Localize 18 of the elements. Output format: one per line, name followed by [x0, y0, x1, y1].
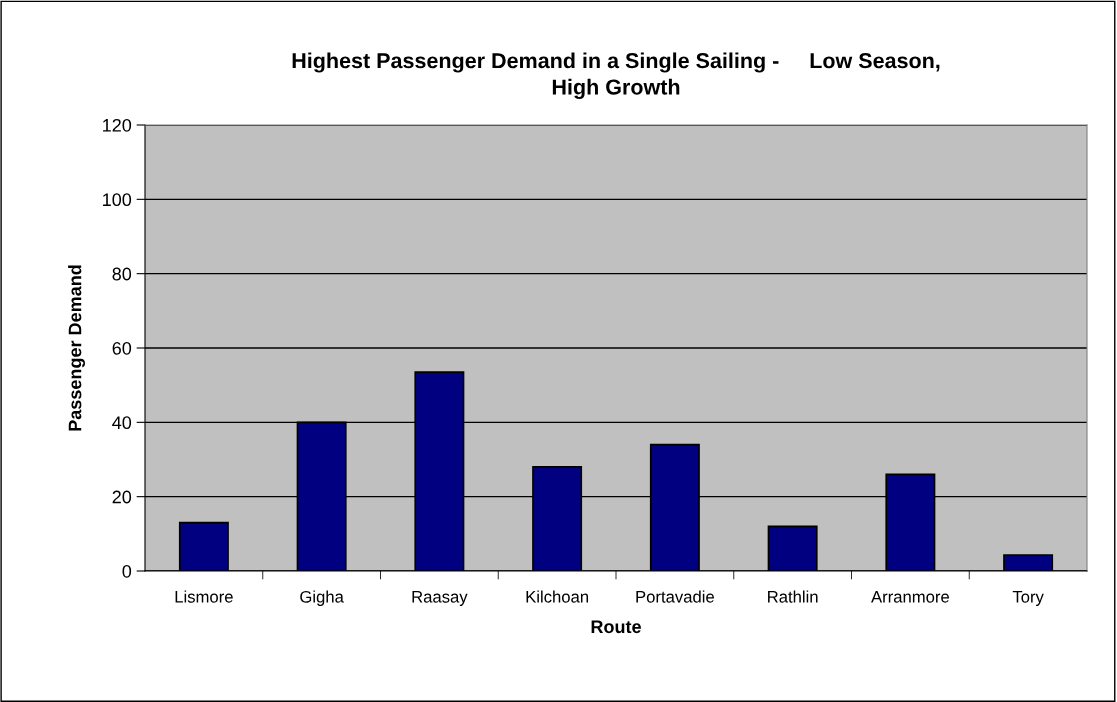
y-tick-label: 100 [103, 193, 132, 207]
x-tick-label: Raasay [412, 591, 468, 606]
y-tick-label: 40 [112, 416, 132, 430]
x-axis-title: Route [591, 620, 641, 634]
y-tick-label: 80 [112, 267, 132, 281]
y-tick-label: 0 [122, 564, 132, 578]
x-tick-label: Kilchoan [526, 590, 589, 603]
y-tick-label: 120 [103, 118, 132, 132]
y-axis-title: Passenger Demand [68, 265, 86, 431]
x-tick-label: Lismore [175, 590, 233, 603]
y-tick-label: 20 [112, 490, 132, 504]
chart-title: Highest Passenger Demand in a Single Sailing - Low Season, High Growth [292, 52, 940, 100]
x-tick-label: Gigha [300, 590, 344, 606]
y-tick-label: 60 [112, 341, 132, 355]
x-tick-label: Portavadie [636, 590, 714, 603]
x-tick-label: Tory [1012, 591, 1044, 606]
x-tick-label: Rathlin [768, 590, 818, 603]
x-tick-label: Arranmore [871, 591, 949, 603]
